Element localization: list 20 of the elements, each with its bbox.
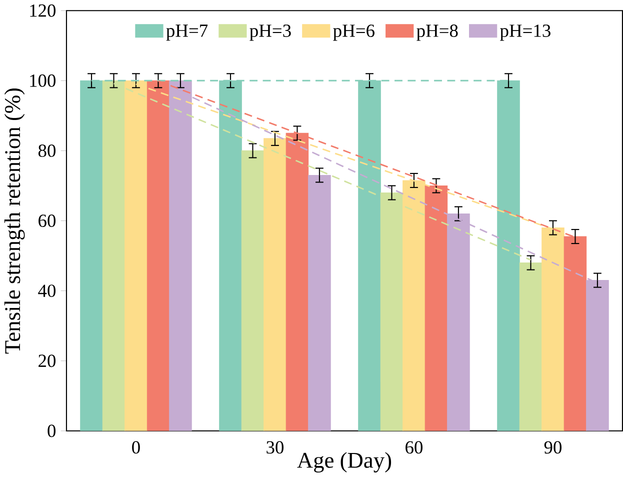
y-tick-label: 60 bbox=[38, 214, 56, 228]
legend-label: pH=6 bbox=[333, 24, 374, 41]
bar bbox=[241, 150, 264, 431]
y-axis-title: Tensile strength retention (%) bbox=[4, 88, 25, 354]
y-tick-label: 40 bbox=[38, 284, 56, 298]
y-tick-label: 20 bbox=[38, 354, 56, 368]
x-tick-label: 60 bbox=[406, 441, 422, 454]
x-tick-label: 0 bbox=[132, 441, 140, 454]
x-tick-label: 30 bbox=[266, 441, 284, 454]
legend-label: pH=7 bbox=[166, 24, 208, 41]
x-tick-label: 90 bbox=[544, 441, 562, 454]
y-tick-label: 0 bbox=[48, 424, 56, 438]
legend-label: pH=8 bbox=[416, 24, 458, 41]
y-tick-label: 100 bbox=[30, 74, 56, 87]
legend-label: pH=3 bbox=[250, 24, 291, 41]
legend-label: pH=13 bbox=[500, 24, 550, 41]
y-tick-label: 80 bbox=[38, 144, 56, 157]
x-axis-title: Age (Day) bbox=[297, 452, 392, 473]
bar bbox=[519, 262, 542, 431]
y-tick-label: 120 bbox=[30, 4, 56, 17]
